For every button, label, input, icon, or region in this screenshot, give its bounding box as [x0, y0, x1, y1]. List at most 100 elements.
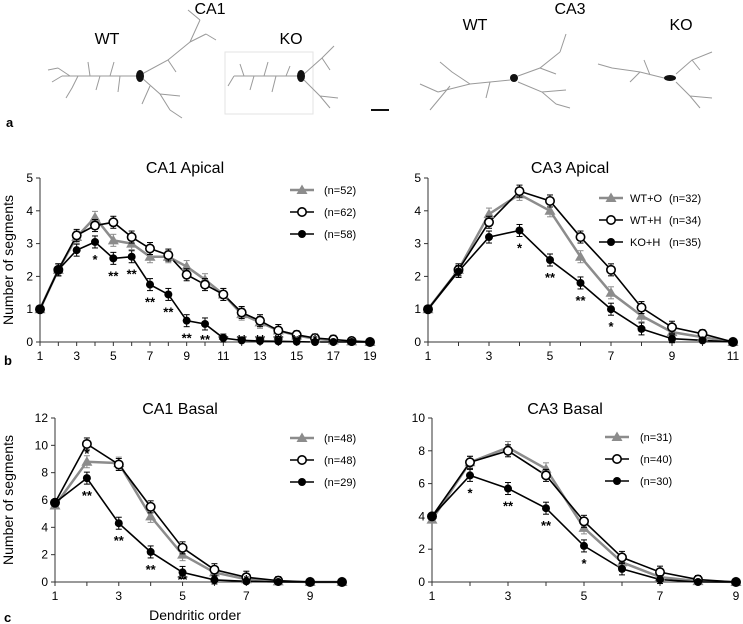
significance-marker: **	[182, 331, 193, 346]
data-point	[113, 459, 124, 470]
legend-label: (n=48)	[324, 455, 356, 467]
data-point	[107, 234, 119, 245]
data-point	[146, 280, 154, 289]
data-point	[483, 217, 494, 228]
data-point	[544, 205, 556, 215]
y-tick-label: 4	[418, 509, 425, 523]
significance-marker: *	[84, 446, 90, 461]
x-tick-label: 7	[608, 349, 615, 363]
legend-item: (n=48)	[290, 454, 356, 467]
significance-marker: *	[92, 252, 98, 267]
data-point	[311, 338, 319, 346]
data-point	[292, 337, 301, 346]
data-point	[178, 568, 187, 577]
legend-item: WT+H (n=34)	[599, 215, 701, 227]
data-point	[546, 256, 554, 264]
significance-marker: **	[82, 488, 93, 503]
data-point	[424, 305, 432, 314]
data-point	[575, 232, 586, 243]
data-point	[145, 510, 157, 521]
chart-title: CA3 Apical	[531, 160, 609, 177]
data-point	[306, 578, 315, 586]
significance-marker: *	[608, 319, 614, 334]
significance-marker: **	[127, 267, 138, 282]
legend-label: (n=48)	[324, 433, 356, 445]
data-point	[607, 305, 615, 314]
legend-marker	[611, 431, 623, 441]
legend-label: (n=30)	[640, 476, 672, 488]
significance-marker: **	[575, 293, 586, 308]
ca3-title: CA3	[554, 1, 585, 18]
x-tick-label: 9	[183, 349, 190, 363]
legend-marker	[605, 215, 616, 226]
x-tick-label: 11	[727, 349, 740, 363]
data-point	[72, 246, 81, 255]
significance-marker: **	[292, 332, 303, 347]
significance-marker: **	[108, 268, 119, 283]
data-point	[54, 265, 63, 274]
ca1-title: CA1	[194, 1, 225, 18]
data-point	[218, 289, 229, 300]
series-line	[54, 476, 342, 583]
data-point	[81, 438, 92, 449]
legend-item: (n=58)	[290, 229, 356, 241]
data-point	[605, 264, 616, 275]
data-point	[504, 484, 512, 493]
data-point	[514, 186, 525, 197]
data-point	[580, 541, 588, 550]
significance-marker: **	[545, 270, 556, 285]
legend-marker	[611, 453, 622, 464]
legend-name: WT+H	[630, 215, 662, 227]
legend-label: (n=58)	[324, 229, 356, 241]
y-axis-label: Number of segments	[0, 435, 16, 565]
series-line	[427, 190, 734, 343]
significance-marker: *	[581, 556, 587, 571]
significance-marker: *	[244, 572, 250, 587]
y-tick-label: 4	[41, 520, 48, 534]
y-tick-label: 2	[26, 269, 33, 283]
significance-marker: **	[541, 518, 552, 533]
legend-marker	[296, 454, 307, 465]
legend-marker	[607, 238, 615, 246]
data-point	[666, 322, 677, 333]
significance-marker: **	[163, 304, 174, 319]
legend-label: (n=29)	[324, 477, 356, 489]
data-point	[605, 287, 617, 297]
soma-ca1-wt	[136, 70, 144, 82]
x-tick-label: 13	[253, 349, 267, 363]
legend-label: (n=35)	[669, 237, 701, 249]
data-point	[732, 578, 740, 586]
legend-label: (n=62)	[324, 207, 356, 219]
x-tick-label: 5	[110, 349, 117, 363]
soma-ca3-wt	[510, 74, 518, 82]
data-point	[163, 250, 174, 261]
significance-marker: *	[312, 332, 318, 347]
data-point	[109, 254, 118, 263]
data-point	[36, 305, 44, 314]
x-tick-label: 5	[179, 589, 186, 603]
data-point	[89, 211, 101, 222]
x-tick-label: 1	[52, 589, 59, 603]
data-point	[90, 220, 101, 231]
data-point	[182, 316, 191, 325]
data-point	[618, 564, 626, 573]
data-point	[338, 578, 346, 586]
data-point	[485, 233, 493, 242]
data-point	[144, 251, 156, 261]
x-tick-label: 7	[243, 589, 250, 603]
data-point	[729, 338, 737, 346]
data-point	[51, 498, 59, 507]
legend-item: (n=40)	[605, 453, 672, 466]
data-point	[576, 278, 585, 287]
data-point	[219, 334, 228, 343]
x-tick-label: 1	[429, 589, 436, 603]
data-point	[694, 578, 702, 586]
y-tick-label: 10	[35, 438, 49, 452]
data-point	[126, 232, 137, 243]
legend-item: (n=29)	[290, 477, 356, 489]
y-tick-label: 0	[41, 575, 48, 589]
legend-label: (n=34)	[669, 215, 701, 227]
y-tick-label: 2	[414, 269, 421, 283]
